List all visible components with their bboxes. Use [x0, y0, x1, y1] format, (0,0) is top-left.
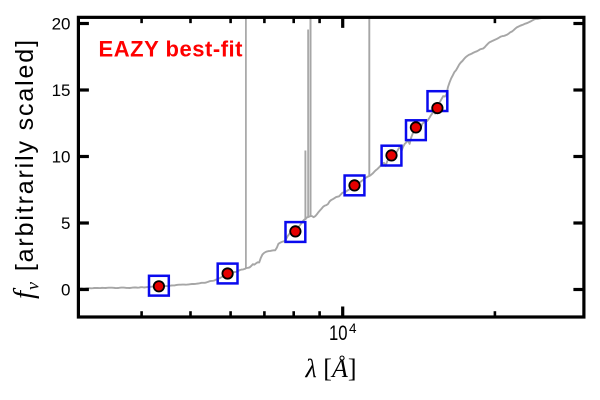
svg-text:5: 5	[61, 214, 70, 233]
svg-text:10: 10	[52, 148, 71, 167]
svg-text:15: 15	[52, 81, 71, 100]
svg-text:104: 10 4	[329, 321, 357, 345]
svg-text:20: 20	[52, 15, 71, 34]
svg-text:EAZY best-fit: EAZY best-fit	[99, 37, 244, 62]
svg-text:0: 0	[61, 281, 70, 300]
svg-text:λ [Å]: λ [Å]	[305, 354, 357, 383]
